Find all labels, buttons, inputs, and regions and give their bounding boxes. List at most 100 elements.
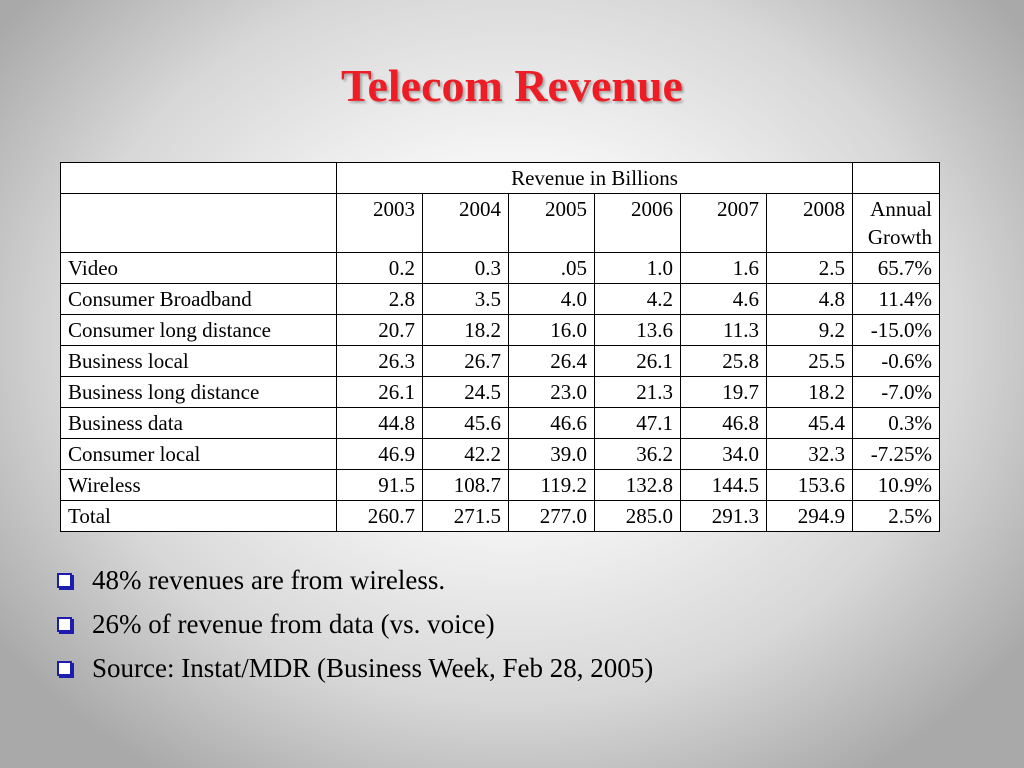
table-row: Consumer long distance 20.7 18.2 16.0 13.6 11…	[60, 314, 940, 346]
revenue-cell: 271.5	[422, 500, 509, 532]
slide-title: Telecom Revenue	[341, 60, 683, 111]
row-label: Business long distance	[60, 376, 337, 408]
growth-cell: -7.0%	[852, 376, 940, 408]
revenue-cell: 2.8	[336, 283, 423, 315]
revenue-cell: 19.7	[680, 376, 767, 408]
revenue-cell: 91.5	[336, 469, 423, 501]
table-header-empty-cell	[852, 162, 940, 194]
revenue-cell: 11.3	[680, 314, 767, 346]
table-row: Video 0.2 0.3.05 1.0 1.6 2.5 65.7%	[60, 252, 940, 284]
table-row: Consumer local 46.9 42.2 39.0 36.2 34.0 32.3 -7…	[60, 438, 940, 470]
row-label: Consumer Broadband	[60, 283, 337, 315]
revenue-cell: 291.3	[680, 500, 767, 532]
revenue-cell: 26.1	[336, 376, 423, 408]
year-header: 2005	[508, 193, 595, 253]
revenue-cell: 24.5	[422, 376, 509, 408]
bullet-text: 48% revenues are from wireless.	[92, 565, 446, 595]
revenue-cell: 285.0	[594, 500, 681, 532]
revenue-cell: 26.4	[508, 345, 595, 377]
revenue-cell: 32.3	[766, 438, 853, 470]
revenue-cell: 46.6	[508, 407, 595, 439]
table-row: Business local 26.3 26.7 26.4 26.1 25.8 25.5 -0…	[60, 345, 940, 377]
revenue-cell: 25.5	[766, 345, 853, 377]
revenue-cell: 277.0	[508, 500, 595, 532]
growth-cell: 2.5%	[852, 500, 940, 532]
year-header: 2003	[336, 193, 423, 253]
annual-growth-header-line2: Growth	[867, 225, 932, 249]
revenue-cell: 294.9	[766, 500, 853, 532]
revenue-group-header: Revenue in Billions	[336, 162, 853, 194]
revenue-cell: 26.7	[422, 345, 509, 377]
revenue-cell: 46.8	[680, 407, 767, 439]
revenue-cell: 18.2	[766, 376, 853, 408]
revenue-cell: 119.2	[508, 469, 595, 501]
row-label: Business data	[60, 407, 337, 439]
revenue-cell: 3.5	[422, 283, 509, 315]
annual-growth-header: Annual Growth	[852, 193, 940, 253]
year-header: 2008	[766, 193, 853, 253]
growth-cell: -7.25%	[852, 438, 940, 470]
revenue-cell: 144.5	[680, 469, 767, 501]
revenue-cell: 1.0	[594, 252, 681, 284]
square-bullet-icon	[57, 660, 72, 676]
revenue-cell: 45.6	[422, 407, 509, 439]
revenue-cell: 9.2	[766, 314, 853, 346]
row-label: Total	[60, 500, 337, 532]
revenue-cell: 13.6	[594, 314, 681, 346]
square-bullet-icon	[57, 616, 72, 632]
revenue-cell: 16.0	[508, 314, 595, 346]
revenue-cell: 2.5	[766, 252, 853, 284]
bullet-item: 26% of revenue from data (vs. voice)	[57, 602, 653, 646]
growth-cell: -0.6%	[852, 345, 940, 377]
growth-cell: 11.4%	[852, 283, 940, 315]
revenue-cell: 1.6	[680, 252, 767, 284]
growth-cell: -15.0%	[852, 314, 940, 346]
revenue-cell: 36.2	[594, 438, 681, 470]
revenue-cell: 46.9	[336, 438, 423, 470]
row-label: Wireless	[60, 469, 337, 501]
year-header: 2007	[680, 193, 767, 253]
growth-cell: 10.9%	[852, 469, 940, 501]
table-header-row-group: Revenue in Billions	[60, 162, 940, 194]
revenue-cell: 260.7	[336, 500, 423, 532]
bullet-list: 48% revenues are from wireless. 26% of r…	[57, 558, 653, 690]
row-label: Consumer long distance	[60, 314, 337, 346]
square-bullet-icon	[57, 572, 72, 588]
growth-cell: 65.7%	[852, 252, 940, 284]
revenue-cell: 26.1	[594, 345, 681, 377]
revenue-cell: 34.0	[680, 438, 767, 470]
table-row: Total 260.7 271.5 277.0 285.0 291.3 294.9 2.5%	[60, 500, 940, 532]
bullet-text: 26% of revenue from data (vs. voice)	[92, 609, 495, 639]
revenue-cell: 132.8	[594, 469, 681, 501]
revenue-cell: 0.3	[422, 252, 509, 284]
revenue-cell: 26.3	[336, 345, 423, 377]
revenue-cell: 39.0	[508, 438, 595, 470]
table-body: Video 0.2 0.3.05 1.0 1.6 2.5 65.7% Consumer Bro…	[60, 252, 940, 532]
revenue-cell: 153.6	[766, 469, 853, 501]
row-label: Video	[60, 252, 337, 284]
revenue-cell: 4.8	[766, 283, 853, 315]
revenue-cell: 44.8	[336, 407, 423, 439]
annual-growth-header-line1: Annual	[870, 197, 932, 221]
revenue-cell: 4.2	[594, 283, 681, 315]
table-header-row-years: 2003 2004 2005 2006 2007 2008 Annual Grow…	[60, 193, 940, 253]
table-corner-cell	[60, 162, 337, 194]
revenue-cell: 25.8	[680, 345, 767, 377]
bullet-item: 48% revenues are from wireless.	[57, 558, 653, 602]
revenue-cell: 45.4	[766, 407, 853, 439]
table-corner-cell	[60, 193, 337, 253]
table-row: Business data 44.8 45.6 46.6 47.1 46.8 45.4 0.3…	[60, 407, 940, 439]
table-row: Consumer Broadband 2.8 3.5 4.0 4.2 4.6 4.8 11.4…	[60, 283, 940, 315]
revenue-cell: .05	[508, 252, 595, 284]
revenue-cell: 0.2	[336, 252, 423, 284]
revenue-cell: 20.7	[336, 314, 423, 346]
revenue-cell: 47.1	[594, 407, 681, 439]
row-label: Business local	[60, 345, 337, 377]
table-row: Business long distance 26.1 24.5 23.0 21.3 19…	[60, 376, 940, 408]
bullet-item: Source: Instat/MDR (Business Week, Feb 2…	[57, 646, 653, 690]
revenue-cell: 108.7	[422, 469, 509, 501]
year-header: 2006	[594, 193, 681, 253]
revenue-table: Revenue in Billions 2003 2004 2005 2006 …	[60, 162, 940, 532]
revenue-cell: 18.2	[422, 314, 509, 346]
row-label: Consumer local	[60, 438, 337, 470]
